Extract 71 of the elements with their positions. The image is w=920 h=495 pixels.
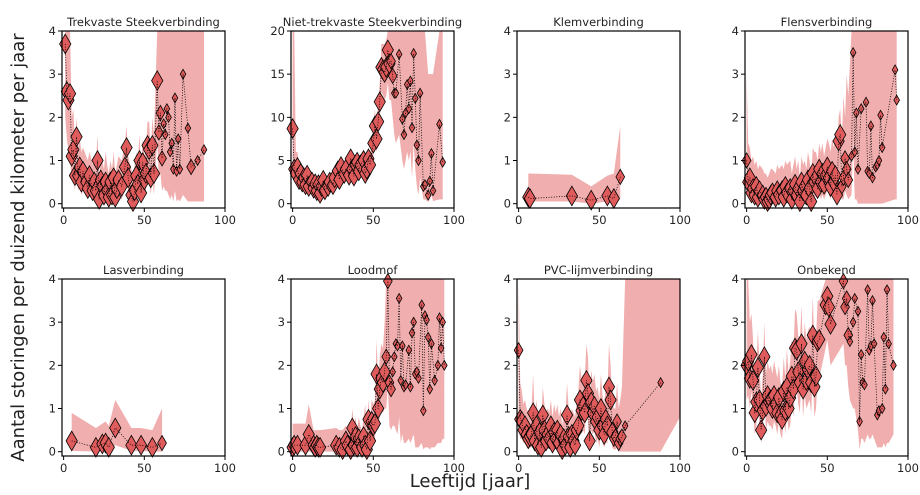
x-tick-label: 0 [514,213,522,227]
x-tick-label: 100 [897,461,919,475]
y-tick-label: 1 [732,402,739,416]
chart-title: Trekvaste Steekverbinding [66,15,220,29]
y-tick-label: 1 [48,154,56,168]
y-tick-label: 3 [732,67,739,82]
x-tick-label: 50 [136,461,152,475]
y-tick-label: 5 [278,154,285,168]
x-tick-label: 0 [60,213,68,227]
x-tick-label: 50 [366,213,381,227]
y-tick-label: 2 [504,110,511,124]
x-tick-label: 0 [288,213,296,227]
x-tick-label: 0 [742,461,750,475]
y-tick-label: 0 [278,444,285,459]
y-tick-label: 4 [48,272,56,286]
y-tick-label: 4 [504,24,511,38]
x-tick-label: 100 [669,461,691,475]
chart-title: Flensverbinding [780,15,872,29]
y-tick-label: 1 [504,154,511,168]
y-tick-label: 3 [48,67,56,82]
x-tick-label: 50 [592,213,607,227]
chart-title: PVC-lijmverbinding [544,263,654,277]
chart-title: Klemverbinding [553,15,644,29]
y-tick-label: 0 [732,444,739,459]
x-tick-label: 50 [136,213,152,227]
y-tick-label: 15 [270,67,285,82]
y-tick-label: 2 [732,110,739,124]
y-tick-label: 2 [504,358,511,372]
x-tick-label: 50 [820,461,835,475]
x-tick-label: 100 [669,213,691,227]
x-tick-label: 0 [288,461,296,475]
y-tick-label: 1 [732,154,739,168]
y-tick-label: 4 [504,272,511,286]
y-tick-label: 3 [278,315,285,330]
y-tick-label: 10 [270,110,285,124]
x-tick-label: 100 [443,213,465,227]
x-tick-label: 50 [820,213,835,227]
y-tick-label: 2 [48,110,56,124]
y-tick-label: 2 [732,358,739,372]
y-tick-label: 0 [48,444,56,459]
y-tick-label: 0 [278,196,285,211]
x-tick-label: 50 [366,461,381,475]
x-tick-label: 100 [214,461,236,475]
y-tick-label: 0 [504,196,511,211]
x-tick-label: 0 [60,461,68,475]
y-tick-label: 20 [270,24,285,38]
y-tick-label: 3 [48,315,56,330]
y-axis-title: Aantal storingen per duizend kilometer per jaar [8,32,29,462]
y-tick-label: 4 [48,24,56,38]
y-tick-label: 0 [504,444,511,459]
y-tick-label: 0 [732,196,739,211]
y-tick-label: 1 [278,402,285,416]
y-tick-label: 1 [48,402,56,416]
chart-title: Onbekend [797,263,856,277]
y-tick-label: 4 [278,272,285,286]
y-tick-label: 3 [504,67,511,82]
y-tick-label: 1 [504,402,511,416]
x-tick-label: 100 [897,213,919,227]
y-tick-label: 0 [48,196,56,211]
chart-title: Loodmof [348,263,398,277]
chart-title: Lasverbinding [103,263,184,277]
y-tick-label: 2 [48,358,56,372]
x-tick-label: 50 [592,461,607,475]
x-tick-label: 100 [214,213,236,227]
x-tick-label: 0 [742,213,750,227]
y-tick-label: 4 [732,272,739,286]
y-tick-label: 3 [504,315,511,330]
y-tick-label: 2 [278,358,285,372]
y-tick-label: 3 [732,315,739,330]
chart-title: Niet-trekvaste Steekverbinding [282,15,462,29]
y-tick-label: 4 [732,24,739,38]
